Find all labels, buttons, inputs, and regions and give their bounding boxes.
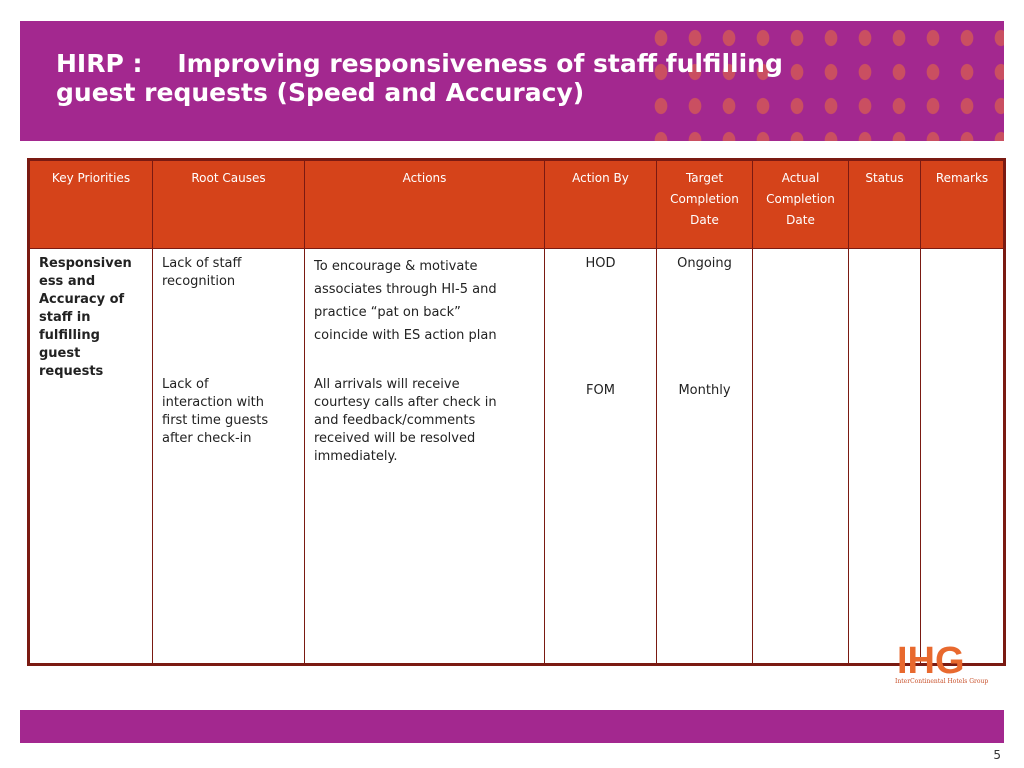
title-banner: HIRP : Improving responsiveness of staff… [20,21,1004,141]
col-header-remarks: Remarks [920,159,1005,249]
page-number: 5 [993,748,1001,762]
action-2: All arrivals will receive courtesy calls… [314,377,497,464]
col-header-key-priorities: Key Priorities [28,159,153,249]
ihg-logo-mark: IHG [897,640,965,676]
col-header-status: Status [848,159,921,249]
footer-band [20,710,1004,743]
col-header-action-by: Action By [544,159,657,249]
svg-text:IHG: IHG [897,640,965,676]
col-header-actual-completion: Actual Completion Date [752,159,849,249]
cell-status [848,248,921,665]
cell-root-causes: Lack of staff recognition Lack of intera… [152,248,305,665]
col-header-actions: Actions [304,159,545,249]
cell-key-priority: Responsiven ess and Accuracy of staff in… [28,248,153,665]
cell-target-completion: Ongoing Monthly [656,248,753,665]
root-cause-1: Lack of staff recognition [162,256,242,289]
action-by-2: FOM [586,383,615,398]
ihg-logo: IHG InterContinental Hotels Group [895,640,995,688]
root-cause-2: Lack of interaction with first time gues… [162,377,269,446]
table-header-row: Key Priorities Root Causes Actions Actio… [28,159,1005,249]
action-1: To encourage & motivate associates throu… [314,259,497,343]
slide-title: HIRP : Improving responsiveness of staff… [56,49,783,107]
action-by-1: HOD [585,256,616,271]
target-completion-1: Ongoing [677,256,732,271]
cell-actual-completion [752,248,849,665]
col-header-root-causes: Root Causes [152,159,305,249]
ihg-logo-caption: InterContinental Hotels Group [895,678,989,685]
cell-remarks [920,248,1005,665]
cell-action-by: HOD FOM [544,248,657,665]
decorative-pattern [644,21,1004,141]
cell-actions: To encourage & motivate associates throu… [304,248,545,665]
action-plan-table: Key Priorities Root Causes Actions Actio… [27,158,1006,666]
table-row: Responsiven ess and Accuracy of staff in… [28,248,1005,665]
col-header-target-completion: Target Completion Date [656,159,753,249]
target-completion-2: Monthly [678,383,731,398]
